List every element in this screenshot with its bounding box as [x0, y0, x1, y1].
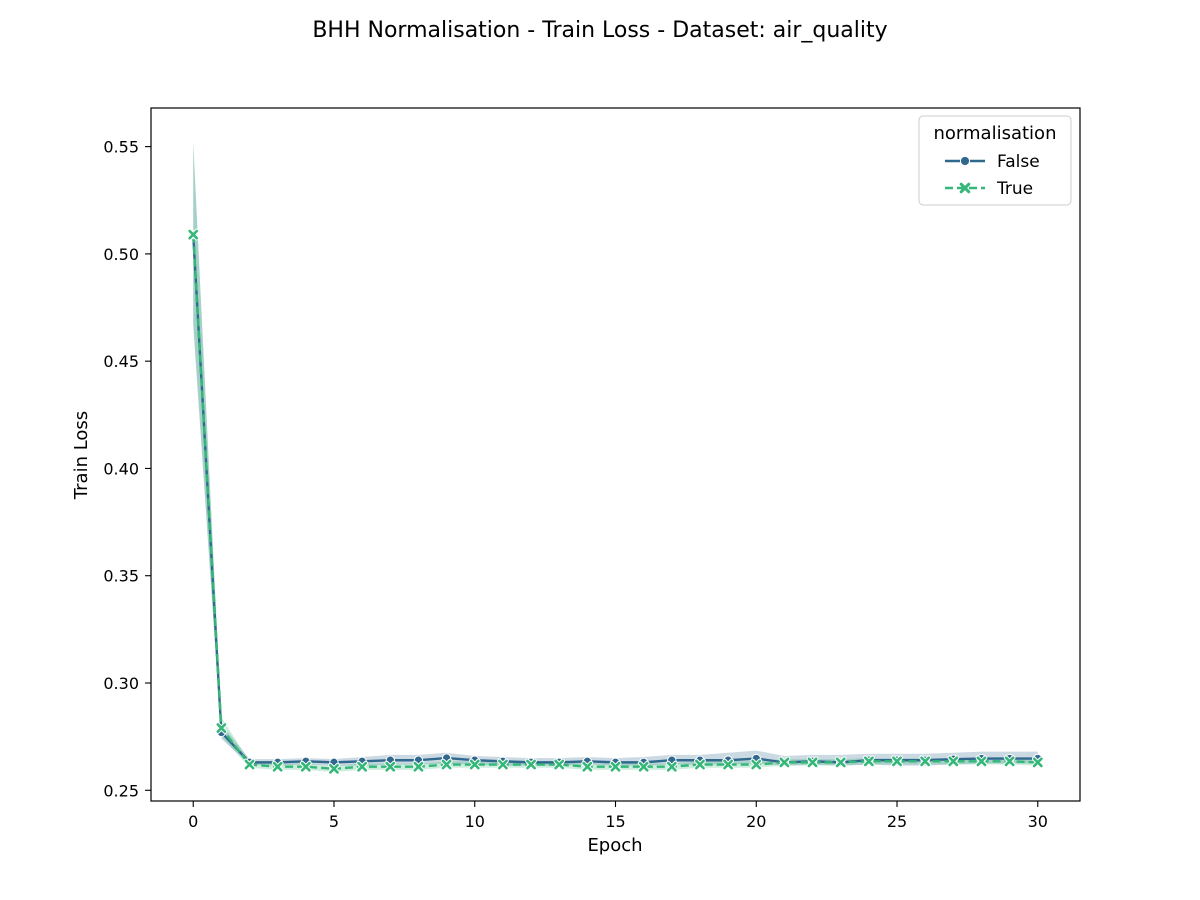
- confidence-bands: [193, 142, 1038, 773]
- point-true: [975, 755, 988, 768]
- legend-marker-circle: [959, 155, 971, 167]
- point-true: [356, 760, 369, 773]
- point-true: [553, 758, 566, 771]
- point-true: [328, 762, 340, 775]
- legend-item-false: False: [945, 152, 1040, 172]
- chart-title: BHH Normalisation - Train Loss - Dataset…: [312, 18, 887, 43]
- x-tick-label: 10: [465, 812, 485, 831]
- point-true: [609, 760, 622, 773]
- band-true: [193, 142, 1038, 773]
- x-tick-label: 25: [887, 812, 907, 831]
- point-true: [243, 758, 256, 771]
- point-true: [947, 755, 960, 768]
- x-tick-label: 5: [329, 812, 339, 831]
- series-markers: [187, 228, 1044, 775]
- point-true: [412, 760, 425, 773]
- point-true: [891, 755, 903, 768]
- y-tick-label: 0.25: [103, 781, 139, 800]
- x-tick-label: 20: [746, 812, 766, 831]
- y-axis-ticks: 0.25 0.30 0.35 0.40 0.45 0.50 0.55: [103, 138, 151, 800]
- point-true: [919, 755, 932, 768]
- point-true: [694, 758, 706, 771]
- point-true: [665, 760, 678, 773]
- x-axis-label: Epoch: [587, 835, 642, 856]
- y-tick-label: 0.50: [103, 245, 139, 264]
- point-true: [637, 760, 650, 773]
- y-tick-label: 0.40: [103, 459, 139, 478]
- point-true: [750, 758, 763, 771]
- point-true: [834, 756, 847, 769]
- point-true: [271, 760, 284, 773]
- legend-label: False: [997, 152, 1040, 172]
- legend-box: [918, 115, 1072, 206]
- point-true: [1003, 755, 1016, 768]
- legend-items: False True: [945, 152, 1040, 199]
- legend-marker-x: [959, 182, 971, 194]
- point-true: [722, 758, 735, 771]
- point-true: [1031, 756, 1044, 769]
- series-lines: [192, 234, 1038, 771]
- point-true: [496, 758, 509, 771]
- y-axis-label: Train Loss: [71, 411, 92, 500]
- y-tick-label: 0.45: [103, 352, 139, 371]
- y-tick-label: 0.55: [103, 138, 139, 157]
- point-true: [581, 760, 594, 773]
- point-true: [440, 758, 453, 771]
- series-line-false: [192, 234, 1038, 764]
- x-tick-label: 15: [605, 812, 625, 831]
- legend-title: normalisation: [934, 123, 1057, 144]
- point-true: [862, 755, 875, 768]
- y-tick-label: 0.30: [103, 674, 139, 693]
- point-true: [778, 756, 791, 769]
- legend-label: True: [996, 179, 1033, 199]
- plot-frame: [150, 107, 1081, 802]
- x-tick-label: 30: [1028, 812, 1048, 831]
- x-tick-label: 0: [188, 812, 198, 831]
- y-tick-label: 0.35: [103, 567, 139, 586]
- legend-item-true: True: [945, 179, 1033, 199]
- point-true: [806, 756, 819, 769]
- series-line-true: [192, 234, 1038, 771]
- legend: normalisation False True: [918, 115, 1072, 206]
- point-true: [187, 228, 200, 241]
- point-true: [525, 758, 537, 771]
- point-true: [384, 760, 397, 773]
- x-axis-ticks: 0 5 10 15 20 25 30: [188, 801, 1048, 831]
- point-true: [468, 758, 481, 771]
- band-false: [193, 142, 1038, 766]
- point-true: [215, 722, 228, 734]
- point-true: [299, 760, 312, 773]
